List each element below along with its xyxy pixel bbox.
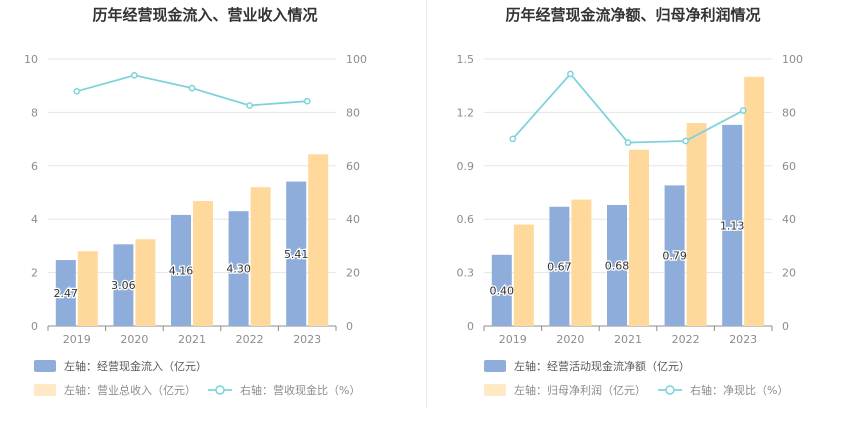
- x-tick-label: 2019: [499, 333, 527, 346]
- y-left-tick-label: 0: [467, 320, 474, 333]
- bar-primary: [55, 260, 76, 326]
- bar-secondary: [513, 224, 534, 326]
- y-right-tick-label: 40: [346, 213, 360, 226]
- bar-data-label: 5.41: [284, 248, 309, 261]
- bar-primary: [607, 204, 627, 326]
- y-left-tick-label: 0: [31, 320, 38, 333]
- legend-swatch-primary: [484, 360, 506, 372]
- bar-primary: [491, 254, 512, 326]
- bar-data-label: 2.47: [54, 287, 79, 300]
- y-left-tick-label: 10: [24, 53, 38, 66]
- line-point: [73, 87, 81, 95]
- y-left-tick-label: 1.5: [457, 53, 475, 66]
- line-point: [188, 84, 196, 92]
- line-point: [131, 71, 138, 79]
- y-right-tick-label: 0: [346, 320, 353, 333]
- y-right-tick-label: 20: [346, 267, 360, 280]
- bar-data-label: 4.16: [169, 264, 194, 277]
- panel-divider: [426, 0, 427, 408]
- bar-data-label: 0.40: [490, 284, 515, 297]
- y-left-tick-label: 0.9: [457, 160, 475, 173]
- line-point: [509, 135, 517, 143]
- bar-secondary: [77, 251, 98, 326]
- bar-secondary: [629, 149, 649, 326]
- y-left-tick-label: 4: [31, 213, 38, 226]
- legend-label-primary: 左轴：经营现金流入（亿元）: [64, 359, 207, 373]
- bar-secondary: [686, 123, 707, 326]
- y-right-tick-label: 80: [782, 106, 796, 119]
- y-right-tick-label: 0: [782, 320, 789, 333]
- legend-label-secondary: 左轴：归母净利润（亿元）: [514, 383, 646, 397]
- x-tick-label: 2020: [556, 333, 584, 346]
- bar-primary: [722, 124, 743, 326]
- chart-title: 历年经营现金流净额、归母净利润情况: [505, 6, 760, 24]
- line-point: [682, 137, 689, 145]
- chart-title: 历年经营现金流入、营业收入情况: [92, 6, 317, 24]
- legend-swatch-secondary: [484, 384, 506, 396]
- y-right-tick-label: 20: [782, 267, 796, 280]
- bar-primary: [549, 206, 570, 326]
- bar-primary: [113, 244, 134, 326]
- legend-swatch-line-marker: [665, 385, 675, 395]
- line-point: [303, 97, 311, 105]
- line-point: [567, 70, 574, 78]
- line-point: [246, 102, 253, 109]
- x-tick-label: 2019: [63, 333, 91, 346]
- bar-secondary: [250, 187, 271, 326]
- y-right-tick-label: 100: [346, 53, 367, 66]
- y-right-tick-label: 100: [782, 53, 803, 66]
- bar-secondary: [308, 154, 329, 326]
- line-point: [739, 107, 747, 114]
- x-tick-label: 2021: [178, 333, 206, 346]
- y-left-tick-label: 0.3: [457, 267, 475, 280]
- line-series: [512, 72, 744, 144]
- y-left-tick-label: 1.2: [457, 106, 475, 119]
- bar-primary: [171, 214, 191, 326]
- y-right-tick-label: 60: [782, 160, 796, 173]
- y-right-tick-label: 60: [346, 160, 360, 173]
- chart-cash-inflow-revenue: 历年经营现金流入、营业收入情况 0 0 2 20 4 40 6 60 8 80 10 100 2019 2…: [24, 6, 367, 397]
- legend-swatch-primary: [34, 360, 56, 372]
- legend-swatch-secondary: [34, 384, 56, 396]
- bar-secondary: [193, 201, 213, 326]
- bar-data-label: 0.68: [605, 259, 630, 272]
- bar-secondary: [571, 199, 592, 326]
- x-tick-label: 2023: [729, 333, 757, 346]
- legend-label-line: 右轴：净现比（%）: [690, 383, 788, 397]
- x-tick-label: 2020: [120, 333, 148, 346]
- y-left-tick-label: 0.6: [457, 213, 475, 226]
- bar-secondary: [744, 76, 765, 326]
- bar-data-label: 0.67: [547, 260, 572, 273]
- y-left-tick-label: 8: [31, 106, 38, 119]
- bar-primary: [228, 211, 249, 326]
- bar-data-label: 1.13: [720, 219, 745, 232]
- x-tick-label: 2022: [236, 333, 264, 346]
- legend-swatch-line-marker: [215, 385, 225, 395]
- bar-primary: [664, 185, 685, 326]
- y-right-tick-label: 80: [346, 106, 360, 119]
- x-tick-label: 2023: [293, 333, 321, 346]
- chart-net-cash-profit: 历年经营现金流净额、归母净利润情况 0 0 0.3 20 0.6 40 0.9 60 1.2 80…: [457, 6, 804, 397]
- bar-data-label: 4.30: [226, 263, 251, 276]
- y-left-tick-label: 2: [31, 267, 38, 280]
- bar-secondary: [135, 239, 156, 326]
- bar-data-label: 0.79: [662, 250, 687, 263]
- line-point: [624, 139, 632, 146]
- bar-data-label: 3.06: [111, 279, 136, 292]
- legend-label-line: 右轴：营收现金比（%）: [240, 383, 360, 397]
- y-left-tick-label: 6: [31, 160, 38, 173]
- legend-label-primary: 左轴：经营活动现金流净额（亿元）: [514, 359, 690, 373]
- x-tick-label: 2022: [672, 333, 700, 346]
- bar-primary: [286, 181, 307, 326]
- legend-label-secondary: 左轴：营业总收入（亿元）: [64, 383, 196, 397]
- y-right-tick-label: 40: [782, 213, 796, 226]
- x-tick-label: 2021: [614, 333, 642, 346]
